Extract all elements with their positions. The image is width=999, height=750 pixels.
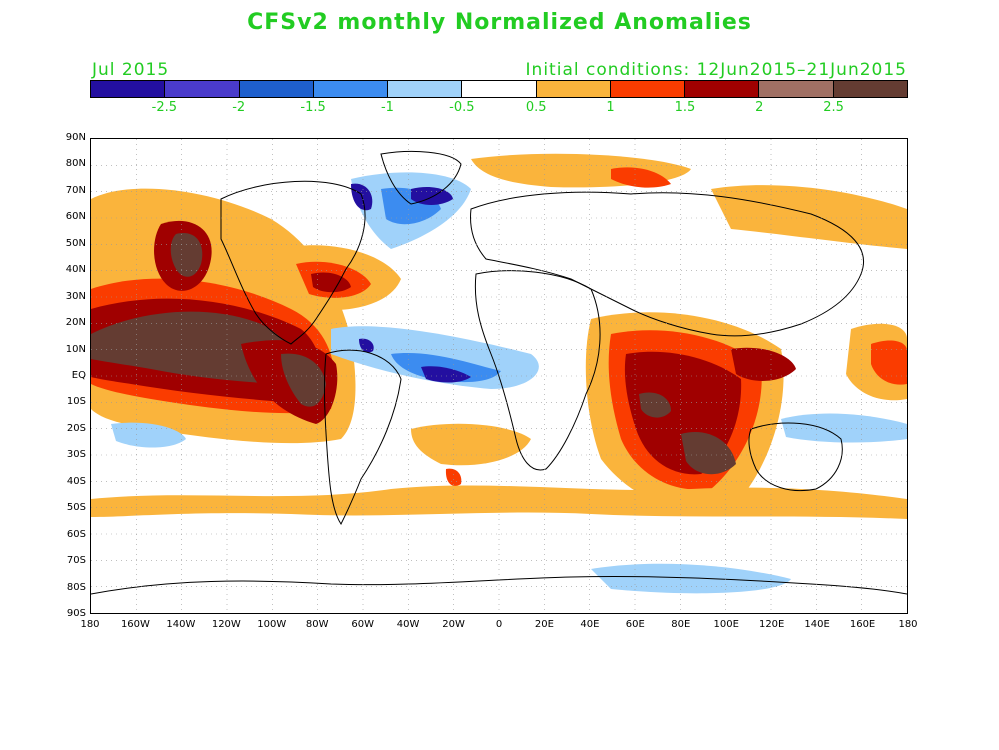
coastline-eurasia <box>470 191 864 337</box>
latitude-tick-label: 90N <box>65 132 86 143</box>
anomaly-lightblue-spacific <box>111 422 186 448</box>
longitude-tick-label: 80W <box>305 619 329 630</box>
latitude-tick-label: 40S <box>66 475 86 487</box>
colorbar-label: -0.5 <box>449 100 475 115</box>
valid-month: Jul 2015 <box>92 60 170 80</box>
longitude-tick-label: 60W <box>351 619 374 630</box>
anomaly-darkblue-caribbean <box>359 338 374 353</box>
longitude-tick-label: 0 <box>495 619 503 630</box>
anomaly-red-south-atl <box>445 468 462 486</box>
longitude-tick-label: 20E <box>534 619 554 630</box>
colorbar-label: -1 <box>380 100 394 115</box>
latitude-tick-label: 60N <box>65 211 86 223</box>
latitude-tick-label: 30S <box>66 449 86 461</box>
anomaly-blue-atlantic <box>391 352 501 383</box>
longitude-tick-label: 40W <box>396 619 420 630</box>
colorbar-label: 1.5 <box>674 100 696 115</box>
coastline-greenland <box>380 150 462 205</box>
colorbar <box>90 80 908 98</box>
anomaly-red-arctic <box>611 167 671 188</box>
colorbar-segment <box>759 81 834 97</box>
anomaly-brown-eq-pacific <box>281 353 326 407</box>
longitude-tick-label: 20W <box>442 619 465 630</box>
latitude-tick-label: 50S <box>66 502 86 514</box>
colorbar-segment <box>462 81 537 97</box>
coastline-south-america <box>323 349 402 525</box>
anomaly-red-dateline <box>871 340 907 385</box>
longitude-tick-label: 80E <box>671 619 691 630</box>
colorbar-segment <box>685 81 760 97</box>
latitude-tick-label: 70N <box>65 184 86 196</box>
longitude-tick-label: 180 <box>898 619 918 630</box>
chart-title: CFSv2 monthly Normalized Anomalies <box>247 10 752 35</box>
coastlines <box>91 150 907 595</box>
latitude-tick-label: 30N <box>65 290 86 302</box>
latitude-tick-label: 50N <box>65 237 86 249</box>
colorbar-label: -2.5 <box>151 100 178 115</box>
anomaly-brown-indian-1 <box>639 392 671 418</box>
longitude-tick-label: 100E <box>713 619 739 630</box>
colorbar-label: -1.5 <box>300 100 326 115</box>
colorbar-label: 2.5 <box>823 100 844 115</box>
colorbar-segment <box>833 81 907 97</box>
colorbar-segment <box>165 81 240 97</box>
latitude-tick-label: 10N <box>65 343 86 355</box>
longitude-tick-label: 160W <box>120 619 150 630</box>
anomaly-brown-indian-2 <box>681 432 736 475</box>
colorbar-label: 2 <box>755 100 764 115</box>
anomaly-darkred-maritime <box>731 347 796 381</box>
longitude-tick-label: 40E <box>580 619 600 630</box>
latitude-tick-label: 80S <box>66 581 86 593</box>
anomaly-brown-pacific <box>91 311 298 384</box>
initial-conditions: Initial conditions: 12Jun2015–21Jun2015 <box>525 60 907 80</box>
latitude-tick-label: EQ <box>71 370 86 381</box>
grid-lines <box>91 139 907 613</box>
colorbar-segment <box>388 81 463 97</box>
latitude-tick-label: 90S <box>66 608 86 619</box>
latitude-tick-label: 60S <box>66 528 86 540</box>
colorbar-label: 1 <box>606 100 615 115</box>
longitude-tick-label: 120W <box>211 619 241 630</box>
map-frame <box>90 138 908 614</box>
colorbar-label: -2 <box>232 100 246 115</box>
coastline-north-america <box>220 180 366 345</box>
colorbar-segment <box>313 81 389 97</box>
colorbar-segment <box>239 81 314 97</box>
coastline-australia <box>748 422 843 492</box>
latitude-tick-label: 20N <box>65 317 86 329</box>
colorbar-labels: -2.5 -2 -1.5 -1 -0.5 0.5 1 1.5 2 2.5 <box>90 100 908 116</box>
latitude-tick-label: 70S <box>66 555 86 567</box>
longitude-tick-label: 140W <box>166 619 196 630</box>
latitude-tick-label: 10S <box>66 396 86 408</box>
latitude-tick-label: 40N <box>65 264 86 276</box>
anomaly-brown-ne-pacific <box>170 233 203 277</box>
anomaly-lightblue-eaustralia <box>781 413 907 443</box>
longitude-tick-label: 160E <box>849 619 876 630</box>
longitude-tick-label: 120E <box>758 619 785 630</box>
colorbar-label: 0.5 <box>525 100 547 115</box>
anomaly-orange-southern <box>91 485 907 519</box>
colorbar-segment <box>91 81 166 97</box>
longitude-tick-label: 100W <box>257 619 287 630</box>
anomaly-darkblue-atlantic <box>421 366 471 383</box>
anomaly-orange-nwpacific <box>711 185 907 249</box>
colorbar-segment <box>610 81 686 97</box>
latitude-tick-label: 20S <box>66 422 86 434</box>
anomaly-map <box>91 139 907 613</box>
anomaly-darkred-wnatl <box>311 272 351 293</box>
longitude-tick-label: 60E <box>625 619 645 630</box>
latitude-tick-label: 80N <box>65 158 86 170</box>
longitude-tick-label: 140E <box>804 619 830 630</box>
coastline-antarctica <box>91 575 907 595</box>
colorbar-segment <box>536 81 611 97</box>
longitude-tick-label: 180 <box>80 619 100 630</box>
